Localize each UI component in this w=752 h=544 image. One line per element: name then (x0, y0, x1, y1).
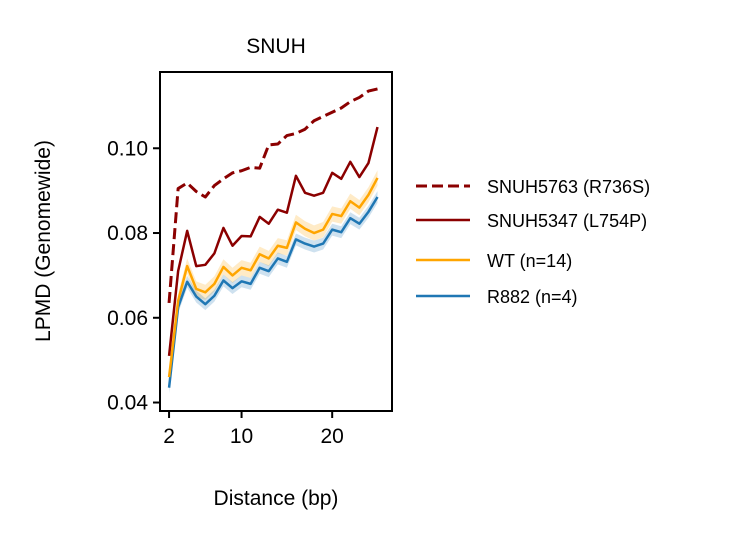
plot-area-frame (159, 71, 393, 412)
r882-n-4-line (167, 196, 379, 388)
y-tick-label: 0.06 (107, 307, 148, 330)
legend-label-wt-n-14: WT (n=14) (487, 251, 572, 271)
series-lines (167, 87, 379, 388)
y-axis: 0.04 0.06 0.08 0.10 (107, 137, 160, 415)
y-tick-label: 0.04 (107, 392, 148, 415)
x-tick-label: 2 (163, 425, 175, 448)
confidence-bands (169, 170, 378, 394)
wt-n-14-confidence-band (169, 170, 378, 385)
y-axis-label: LPMD (Genomewide) (32, 140, 55, 342)
legend-label-r882-n-4: R882 (n=4) (487, 287, 578, 307)
x-tick-label: 10 (230, 425, 253, 448)
y-tick-label: 0.10 (107, 137, 148, 160)
chart-title: SNUH (246, 35, 306, 58)
x-axis: 2 10 20 (163, 411, 344, 448)
x-axis-label: Distance (bp) (214, 487, 339, 510)
snuh5347-l754p-line (167, 126, 379, 357)
x-tick-label: 20 (321, 425, 344, 448)
snuh5763-r736s-line (167, 87, 378, 304)
legend-label-snuh5763-r736s: SNUH5763 (R736S) (487, 177, 650, 197)
wt-n-14-line (167, 177, 379, 378)
legend-label-snuh5347-l754p: SNUH5347 (L754P) (487, 211, 647, 231)
y-tick-label: 0.08 (107, 222, 148, 245)
legend: SNUH5763 (R736S) SNUH5347 (L754P) WT (n=14… (416, 177, 650, 307)
